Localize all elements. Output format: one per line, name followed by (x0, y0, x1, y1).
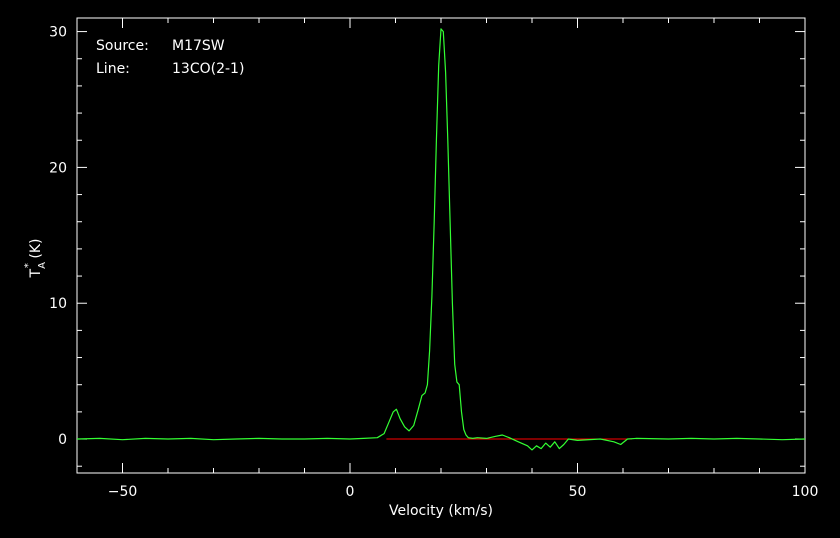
svg-text:TA* (K): TA* (K) (23, 239, 48, 279)
y-axis-label-main: T (28, 268, 44, 278)
x-tick-label: 50 (569, 484, 587, 500)
y-axis-label-unit: (K) (28, 239, 44, 264)
y-axis-label-sub: A (37, 262, 48, 269)
y-tick-label: 10 (49, 296, 67, 312)
x-tick-label: 0 (346, 484, 355, 500)
y-tick-label: 30 (49, 25, 67, 41)
y-tick-label: 0 (58, 432, 67, 448)
x-axis-label: Velocity (km/s) (389, 503, 493, 519)
spectrum-series-line (76, 28, 806, 451)
line-value: 13CO(2-1) (172, 61, 244, 77)
y-axis-label-sup: * (23, 263, 34, 268)
source-value: M17SW (172, 38, 225, 54)
y-axis-label: TA* (K) (23, 239, 48, 279)
x-tick-label: −50 (108, 484, 138, 500)
plot-border (76, 17, 806, 474)
source-label: Source: (96, 38, 149, 54)
tick-labels: −50 0 50 100 0 10 20 30 (49, 25, 818, 500)
axis-ticks (76, 18, 806, 473)
x-tick-label: 100 (792, 484, 819, 500)
plot-frame (76, 17, 806, 474)
line-label: Line: (96, 61, 130, 77)
y-tick-label: 20 (49, 160, 67, 176)
